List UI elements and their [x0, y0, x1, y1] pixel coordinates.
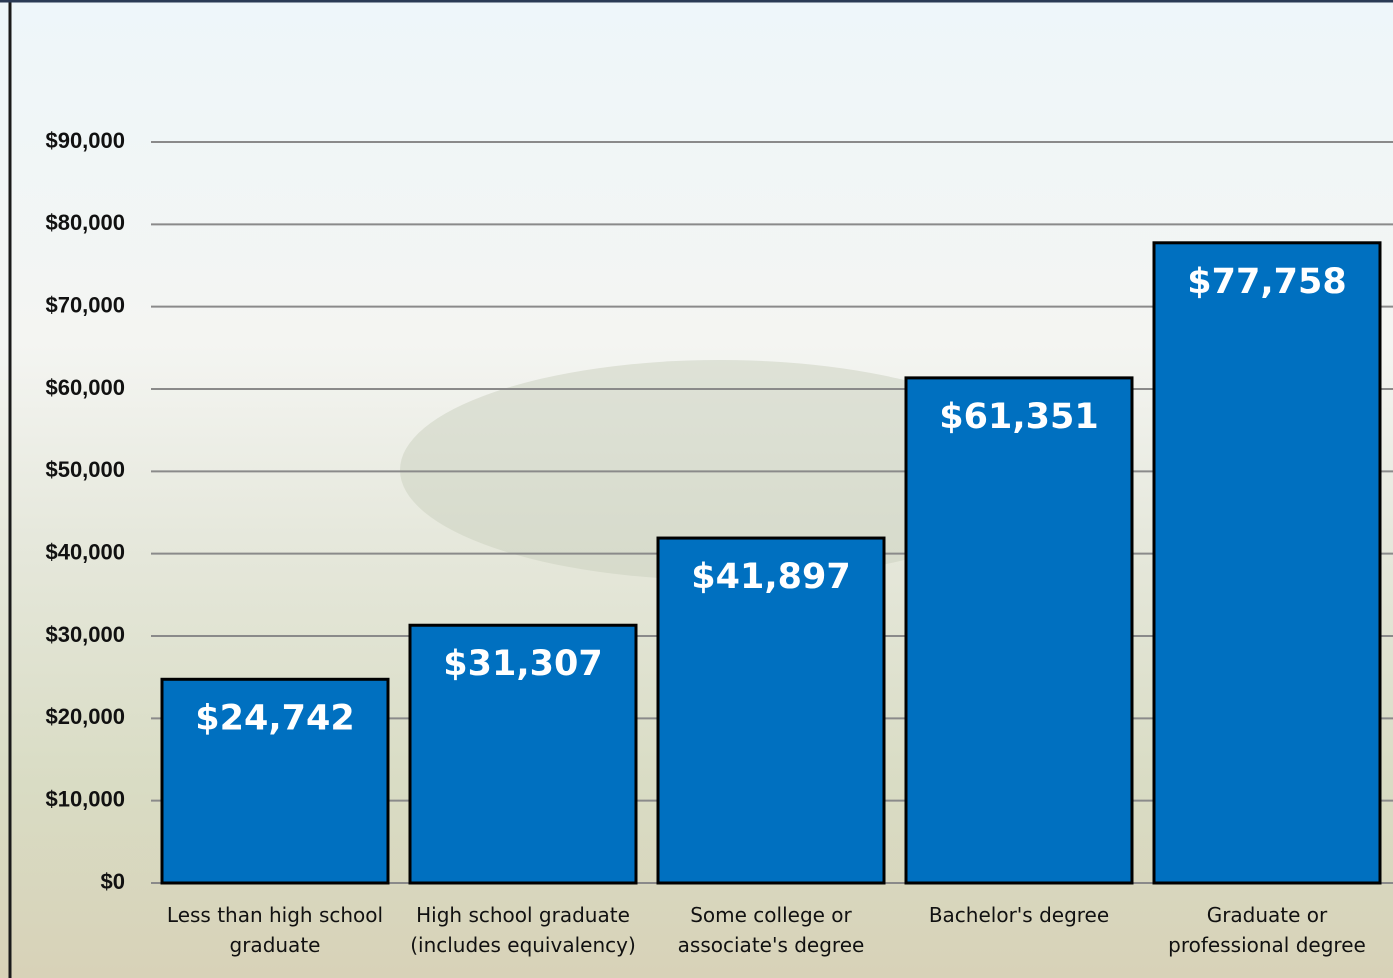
- x-tick-label-box: Bachelor's degree: [928, 903, 1110, 927]
- x-tick-label: High school graduate (includes equivalen…: [410, 903, 636, 957]
- y-tick-label: $90,000: [45, 128, 125, 153]
- x-tick-label-box: Less than high school graduate: [166, 903, 384, 957]
- x-tick-label-box: High school graduate (includes equivalen…: [410, 903, 636, 957]
- x-tick-label: Less than high school graduate: [166, 903, 384, 957]
- y-tick-label: $30,000: [45, 622, 125, 647]
- x-tick-label-box: Graduate or professional degree: [1168, 903, 1366, 957]
- value-label: $77,758: [1187, 262, 1346, 302]
- bar: [160, 677, 390, 885]
- value-label: $24,742: [195, 698, 354, 738]
- value-label: $61,351: [939, 397, 1098, 437]
- background-tree: [400, 360, 1040, 580]
- x-tick-label: Bachelor's degree: [928, 903, 1110, 927]
- bar: [1152, 241, 1382, 885]
- y-tick-label: $50,000: [45, 457, 125, 482]
- bar: [904, 376, 1134, 885]
- y-tick-label: $20,000: [45, 704, 125, 729]
- bar: [408, 623, 638, 885]
- x-tick-label: Some college or associate's degree: [677, 903, 865, 957]
- y-tick-label: $60,000: [45, 375, 125, 400]
- y-tick-label: $80,000: [45, 210, 125, 235]
- y-tick-label: $40,000: [45, 539, 125, 564]
- value-label: $31,307: [443, 644, 602, 684]
- y-tick-label: $10,000: [45, 786, 125, 811]
- y-tick-label: $70,000: [45, 292, 125, 317]
- y-tick-label: $0: [101, 869, 125, 894]
- x-tick-label: Graduate or professional degree: [1168, 903, 1366, 957]
- bar: [656, 536, 886, 885]
- value-label: $41,897: [691, 557, 850, 597]
- x-tick-label-box: Some college or associate's degree: [677, 903, 865, 957]
